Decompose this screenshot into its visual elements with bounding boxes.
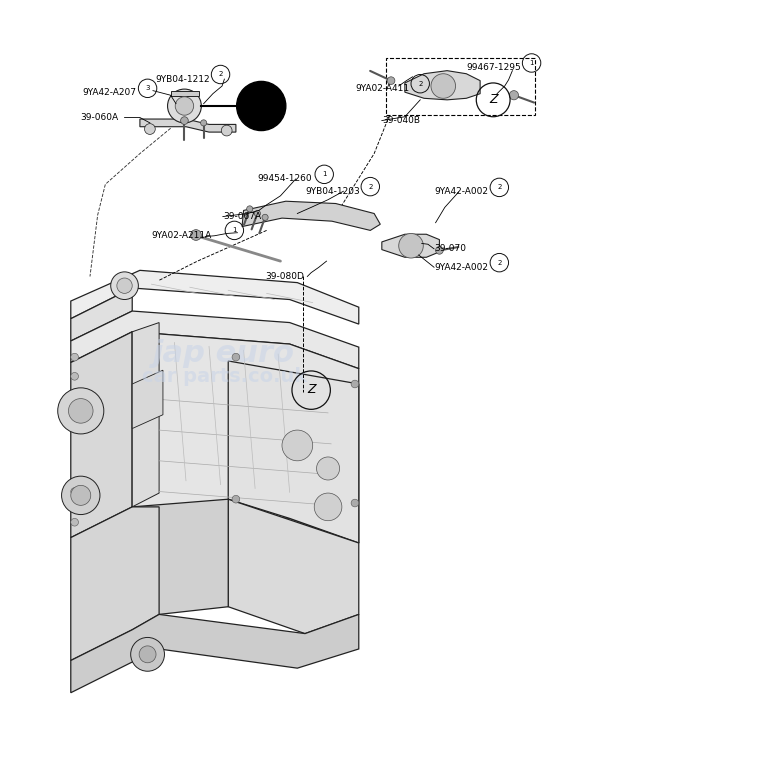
Circle shape	[351, 380, 359, 388]
Circle shape	[254, 210, 260, 217]
Polygon shape	[405, 71, 480, 100]
Text: 3: 3	[146, 85, 150, 91]
Polygon shape	[132, 332, 359, 543]
Text: 2: 2	[497, 260, 502, 266]
Polygon shape	[228, 361, 359, 543]
Polygon shape	[242, 201, 380, 230]
Text: jap euro: jap euro	[153, 339, 295, 368]
Polygon shape	[132, 370, 163, 429]
Text: 39-060A: 39-060A	[81, 113, 119, 122]
Text: 1: 1	[529, 60, 534, 66]
Polygon shape	[228, 499, 359, 634]
Text: 1: 1	[232, 227, 237, 233]
Circle shape	[191, 230, 201, 240]
Text: car parts.co.uk: car parts.co.uk	[142, 367, 307, 386]
Circle shape	[167, 89, 201, 123]
Circle shape	[221, 125, 232, 136]
Text: 2: 2	[418, 81, 422, 87]
Circle shape	[71, 353, 79, 361]
Circle shape	[399, 233, 423, 258]
Circle shape	[117, 278, 132, 293]
Circle shape	[435, 247, 443, 254]
Bar	[386, 58, 535, 115]
Circle shape	[237, 81, 286, 131]
Circle shape	[69, 399, 93, 423]
Polygon shape	[382, 234, 439, 257]
Circle shape	[71, 518, 79, 526]
Circle shape	[145, 124, 155, 134]
Polygon shape	[71, 270, 359, 324]
Polygon shape	[132, 499, 228, 614]
Text: 2: 2	[497, 184, 502, 190]
Text: Z: Z	[489, 93, 498, 105]
Text: 9YA42-A207: 9YA42-A207	[83, 88, 136, 98]
Text: 9YB04-1212: 9YB04-1212	[155, 74, 210, 84]
Text: 9YA02-A211A: 9YA02-A211A	[151, 230, 212, 240]
Text: 39-080D: 39-080D	[265, 272, 304, 281]
Text: 1: 1	[322, 171, 326, 177]
Text: 2: 2	[368, 184, 372, 190]
Text: 39-067A: 39-067A	[223, 212, 261, 221]
Circle shape	[71, 485, 90, 505]
Text: 39-040B: 39-040B	[382, 116, 420, 125]
Circle shape	[58, 388, 104, 434]
Text: 9YA42-A002: 9YA42-A002	[434, 263, 488, 272]
Polygon shape	[132, 323, 159, 507]
Text: Z: Z	[307, 383, 315, 396]
Circle shape	[62, 476, 100, 515]
Polygon shape	[71, 332, 132, 538]
Text: 2: 2	[218, 71, 223, 78]
Circle shape	[111, 272, 139, 300]
Circle shape	[139, 646, 156, 663]
Circle shape	[181, 117, 189, 124]
Circle shape	[232, 353, 240, 361]
Circle shape	[314, 493, 342, 521]
Circle shape	[131, 637, 164, 671]
Circle shape	[431, 74, 456, 98]
Text: 9YA42-A002: 9YA42-A002	[434, 187, 488, 197]
Circle shape	[71, 488, 79, 495]
Text: 99454-1260: 99454-1260	[257, 174, 312, 184]
Text: 39-070: 39-070	[434, 244, 466, 253]
Text: 9YB04-1203: 9YB04-1203	[305, 187, 360, 196]
Polygon shape	[71, 311, 359, 369]
Circle shape	[316, 457, 340, 480]
Circle shape	[351, 499, 359, 507]
Circle shape	[247, 206, 253, 212]
Circle shape	[200, 120, 206, 126]
Circle shape	[387, 77, 395, 84]
Text: 99467-1295: 99467-1295	[467, 63, 521, 72]
Text: 9YA02-A411: 9YA02-A411	[355, 84, 409, 93]
Polygon shape	[71, 507, 159, 660]
Circle shape	[71, 372, 79, 380]
Polygon shape	[71, 614, 359, 693]
Circle shape	[175, 97, 194, 115]
Circle shape	[509, 91, 519, 100]
Circle shape	[262, 214, 268, 220]
Polygon shape	[140, 119, 236, 132]
Circle shape	[282, 430, 312, 461]
Polygon shape	[71, 288, 132, 341]
Circle shape	[232, 495, 240, 503]
Polygon shape	[171, 91, 199, 96]
